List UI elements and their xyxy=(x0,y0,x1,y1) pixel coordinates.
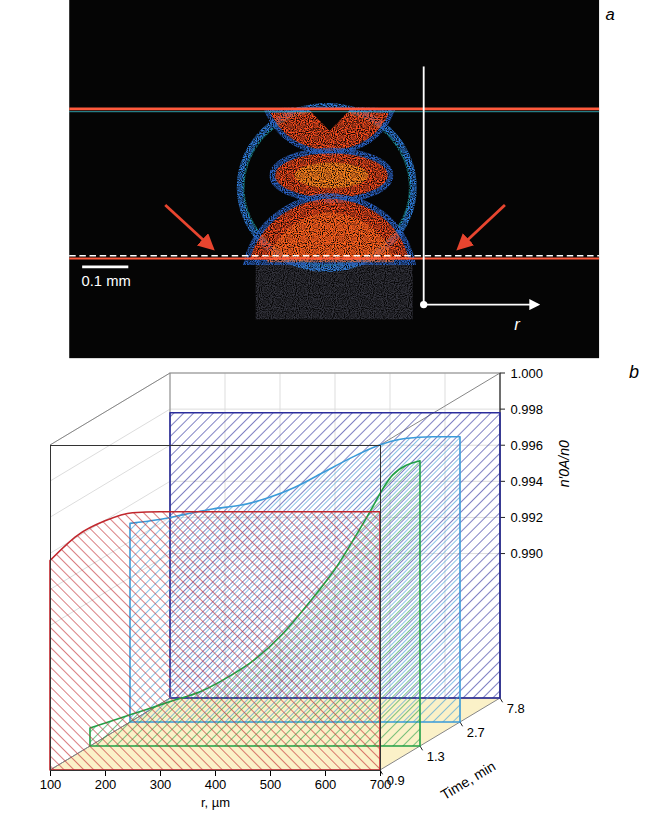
svg-text:n′0A/n0: n′0A/n0 xyxy=(556,440,572,487)
svg-text:600: 600 xyxy=(315,777,337,792)
svg-text:Time, min: Time, min xyxy=(438,758,498,803)
svg-text:0.994: 0.994 xyxy=(511,474,544,489)
svg-text:r: r xyxy=(514,315,521,334)
svg-text:7.8: 7.8 xyxy=(507,701,525,716)
svg-text:0.992: 0.992 xyxy=(511,510,544,525)
svg-text:0.990: 0.990 xyxy=(511,546,544,561)
svg-text:1.3: 1.3 xyxy=(427,749,445,764)
svg-text:r, µm: r, µm xyxy=(201,795,230,810)
svg-text:300: 300 xyxy=(150,777,172,792)
svg-text:0.9: 0.9 xyxy=(387,773,405,788)
svg-text:a: a xyxy=(606,5,615,24)
svg-text:0.998: 0.998 xyxy=(511,402,544,417)
svg-text:100: 100 xyxy=(40,777,62,792)
svg-text:1.000: 1.000 xyxy=(511,366,544,381)
svg-text:2.7: 2.7 xyxy=(467,725,485,740)
svg-text:0.996: 0.996 xyxy=(511,438,544,453)
svg-text:700: 700 xyxy=(369,776,392,792)
svg-text:b: b xyxy=(629,362,639,382)
svg-text:0.1 mm: 0.1 mm xyxy=(82,273,131,289)
svg-text:200: 200 xyxy=(95,777,117,792)
svg-text:500: 500 xyxy=(260,777,282,792)
svg-text:400: 400 xyxy=(205,777,227,792)
